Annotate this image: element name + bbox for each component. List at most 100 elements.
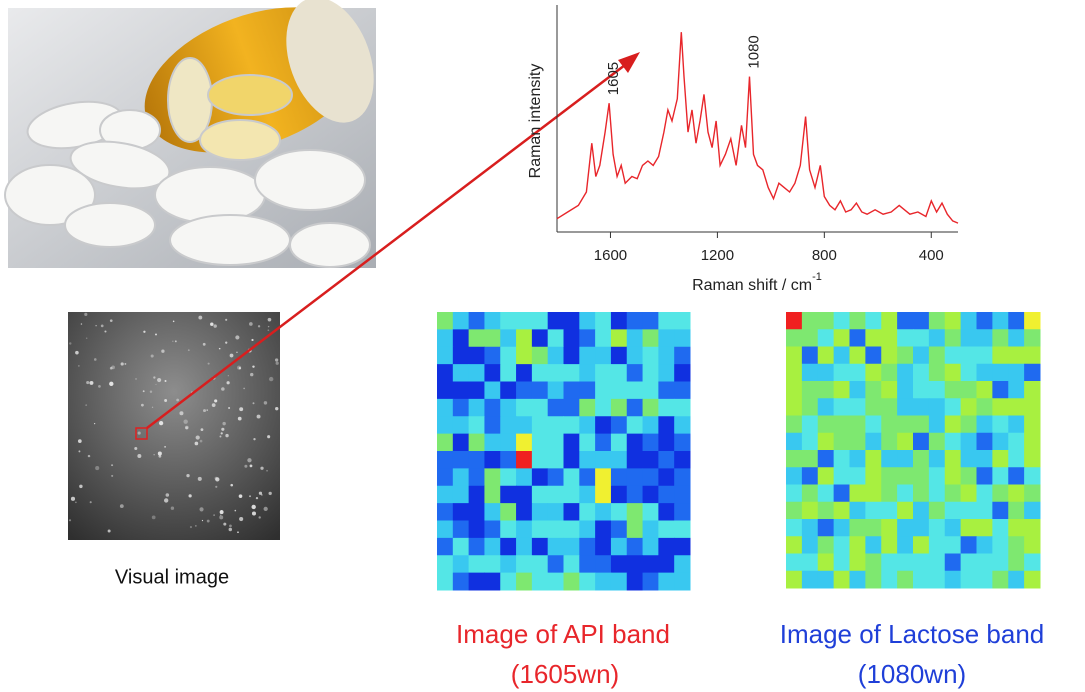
heat-cell [992, 347, 1008, 365]
heat-cell [850, 536, 866, 554]
heat-cell [548, 503, 564, 521]
heat-cell [453, 486, 469, 504]
lactose-heatmap [786, 312, 1041, 589]
heat-cell [453, 364, 469, 382]
speckle [221, 432, 223, 434]
heat-cell [643, 573, 659, 591]
heat-cell [469, 399, 485, 417]
heat-cell [532, 312, 548, 330]
speckle [203, 409, 206, 412]
heat-cell [564, 503, 580, 521]
heat-cell [579, 555, 595, 573]
heat-cell [500, 434, 516, 452]
speckle [213, 514, 215, 516]
heat-cell [500, 382, 516, 400]
speckle [269, 492, 272, 495]
heat-cell [786, 554, 802, 572]
heat-cell [548, 312, 564, 330]
heat-cell [834, 347, 850, 365]
heat-cell [1024, 416, 1040, 434]
heat-cell [945, 485, 961, 503]
heat-cell [579, 399, 595, 417]
heat-cell [897, 502, 913, 520]
speckle [152, 407, 153, 408]
heat-cell [786, 347, 802, 365]
heat-cell [865, 381, 881, 399]
heat-cell [818, 364, 834, 382]
heat-cell [469, 521, 485, 539]
heat-cell [929, 364, 945, 382]
heat-cell [802, 416, 818, 434]
heat-cell [945, 416, 961, 434]
heat-cell [786, 312, 802, 330]
heat-cell [1008, 502, 1024, 520]
heat-cell [532, 416, 548, 434]
heat-cell [500, 503, 516, 521]
lactose-wavenumber: (1080wn) [858, 659, 966, 689]
heat-cell [516, 538, 532, 556]
heat-cell [834, 312, 850, 330]
heat-cell [548, 468, 564, 486]
heat-cell [674, 468, 690, 486]
heat-cell [913, 433, 929, 451]
heat-cell [611, 364, 627, 382]
speckle [175, 340, 177, 342]
heat-cell [1008, 450, 1024, 468]
heat-cell [818, 485, 834, 503]
heat-cell [1008, 329, 1024, 347]
heat-cell [945, 433, 961, 451]
heat-cell [548, 434, 564, 452]
speckle [165, 380, 167, 382]
heat-cell [818, 467, 834, 485]
heat-cell [1008, 571, 1024, 589]
heat-cell [532, 468, 548, 486]
heat-cell [786, 502, 802, 520]
heat-cell [516, 486, 532, 504]
heat-cell [484, 382, 500, 400]
heat-cell [500, 347, 516, 365]
heat-cell [897, 536, 913, 554]
heat-cell [802, 312, 818, 330]
heat-cell [992, 485, 1008, 503]
heat-cell [453, 521, 469, 539]
heat-cell [834, 433, 850, 451]
heat-cell [564, 312, 580, 330]
heat-cell [469, 538, 485, 556]
heat-cell [516, 399, 532, 417]
heat-cell [850, 381, 866, 399]
heat-cell [913, 450, 929, 468]
heat-cell [881, 381, 897, 399]
heat-cell [850, 329, 866, 347]
heat-cell [992, 416, 1008, 434]
heat-cell [564, 451, 580, 469]
heat-cell [658, 538, 674, 556]
speckle [258, 325, 260, 327]
heat-cell [992, 519, 1008, 537]
heat-cell [865, 329, 881, 347]
heat-cell [865, 364, 881, 382]
heat-cell [516, 329, 532, 347]
heat-cell [484, 486, 500, 504]
heat-cell [437, 555, 453, 573]
heat-cell [548, 399, 564, 417]
heat-cell [1008, 364, 1024, 382]
heat-cell [469, 347, 485, 365]
heat-cell [643, 382, 659, 400]
speckle [155, 333, 157, 335]
heat-cell [674, 486, 690, 504]
speckle [215, 486, 217, 488]
speckle [189, 494, 192, 497]
heat-cell [658, 503, 674, 521]
heat-cell [897, 571, 913, 589]
heat-cell [850, 502, 866, 520]
speckle [161, 350, 164, 353]
heat-cell [658, 364, 674, 382]
heat-cell [961, 450, 977, 468]
speckle [235, 510, 237, 512]
heat-cell [579, 382, 595, 400]
heat-cell [913, 312, 929, 330]
speckle [188, 349, 190, 351]
heat-cell [786, 381, 802, 399]
heat-cell [834, 485, 850, 503]
heat-cell [437, 486, 453, 504]
